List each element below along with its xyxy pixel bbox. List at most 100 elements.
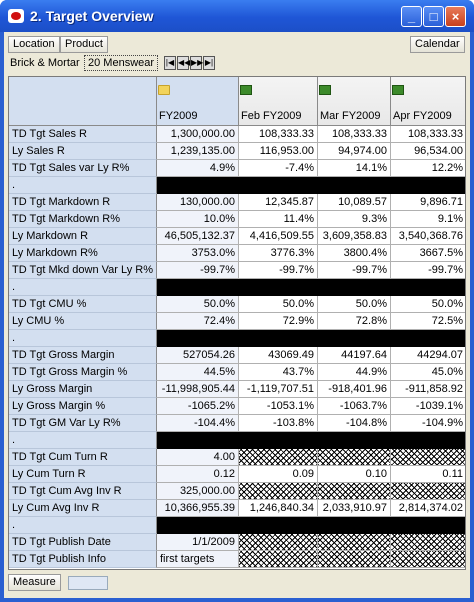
table-cell[interactable]: 0.11 (391, 466, 465, 483)
column-header[interactable]: Apr FY2009 (391, 77, 465, 126)
table-cell[interactable]: -1065.2% (157, 398, 239, 415)
table-cell[interactable]: 50.0% (318, 296, 391, 313)
table-cell[interactable]: 527054.26 (157, 347, 239, 364)
table-cell[interactable]: 14.1% (318, 160, 391, 177)
table-cell[interactable]: 3,540,368.76 (391, 228, 465, 245)
table-cell[interactable]: -104.9% (391, 415, 465, 432)
product-dropdown[interactable]: 20 Menswear (84, 55, 159, 71)
table-cell[interactable]: 116,953.00 (239, 143, 318, 160)
table-cell[interactable]: 50.0% (239, 296, 318, 313)
row-label[interactable]: Ly Sales R (9, 143, 157, 160)
table-cell[interactable]: 72.5% (391, 313, 465, 330)
table-cell[interactable]: 3667.5% (391, 245, 465, 262)
row-label[interactable]: . (9, 279, 157, 296)
table-cell[interactable] (318, 483, 391, 500)
table-cell[interactable]: 10.0% (157, 211, 239, 228)
table-cell[interactable]: 3,609,358.83 (318, 228, 391, 245)
table-cell[interactable]: -99.7% (157, 262, 239, 279)
table-cell[interactable]: 10,366,955.39 (157, 500, 239, 517)
row-label[interactable]: Ly Cum Turn R (9, 466, 157, 483)
row-label[interactable]: Ly Gross Margin (9, 381, 157, 398)
table-cell[interactable]: 108,333.33 (391, 126, 465, 143)
table-cell[interactable]: -1063.7% (318, 398, 391, 415)
table-cell[interactable]: 9.1% (391, 211, 465, 228)
table-cell[interactable] (391, 483, 465, 500)
table-cell[interactable]: 3800.4% (318, 245, 391, 262)
table-cell[interactable]: 4,416,509.55 (239, 228, 318, 245)
row-label[interactable]: . (9, 432, 157, 449)
horizontal-scrollbar[interactable] (68, 576, 108, 590)
table-cell[interactable]: 43.7% (239, 364, 318, 381)
table-cell[interactable]: 46,505,132.37 (157, 228, 239, 245)
minimize-button[interactable]: _ (401, 6, 422, 27)
row-label[interactable]: TD Tgt Mkd down Var Ly R% (9, 262, 157, 279)
table-cell[interactable]: -1,119,707.51 (239, 381, 318, 398)
table-cell[interactable]: 0.12 (157, 466, 239, 483)
table-cell[interactable]: -1039.1% (391, 398, 465, 415)
table-cell[interactable]: 108,333.33 (239, 126, 318, 143)
table-cell[interactable]: 72.4% (157, 313, 239, 330)
table-cell[interactable]: -1053.1% (239, 398, 318, 415)
row-label[interactable]: TD Tgt Gross Margin (9, 347, 157, 364)
row-label[interactable]: . (9, 517, 157, 534)
table-cell[interactable]: 4.00 (157, 449, 239, 466)
table-cell[interactable]: 44294.07 (391, 347, 465, 364)
table-cell[interactable]: 72.8% (318, 313, 391, 330)
table-cell[interactable]: -99.7% (239, 262, 318, 279)
column-header[interactable]: Mar FY2009 (318, 77, 391, 126)
table-cell[interactable]: 325,000.00 (157, 483, 239, 500)
table-cell[interactable]: 9,896.71 (391, 194, 465, 211)
table-cell[interactable]: 72.9% (239, 313, 318, 330)
table-cell[interactable] (391, 534, 465, 551)
row-label[interactable]: TD Tgt Sales R (9, 126, 157, 143)
table-cell[interactable]: -99.7% (318, 262, 391, 279)
maximize-button[interactable]: □ (423, 6, 444, 27)
product-button[interactable]: Product (60, 36, 108, 53)
table-cell[interactable]: -104.4% (157, 415, 239, 432)
table-cell[interactable]: first targets (157, 551, 239, 568)
table-cell[interactable]: 2,814,374.02 (391, 500, 465, 517)
row-label[interactable]: Ly CMU % (9, 313, 157, 330)
row-label[interactable]: TD Tgt CMU % (9, 296, 157, 313)
table-cell[interactable]: 130,000.00 (157, 194, 239, 211)
table-cell[interactable]: 3776.3% (239, 245, 318, 262)
table-cell[interactable]: 108,333.33 (318, 126, 391, 143)
first-icon[interactable]: |◀ (164, 56, 176, 70)
table-cell[interactable]: 94,974.00 (318, 143, 391, 160)
table-cell[interactable] (318, 551, 391, 568)
table-cell[interactable]: 12.2% (391, 160, 465, 177)
table-cell[interactable] (391, 551, 465, 568)
table-cell[interactable] (391, 449, 465, 466)
row-label[interactable]: . (9, 177, 157, 194)
table-cell[interactable] (239, 483, 318, 500)
table-cell[interactable] (318, 534, 391, 551)
row-label[interactable]: TD Tgt Gross Margin % (9, 364, 157, 381)
row-label[interactable]: Ly Gross Margin % (9, 398, 157, 415)
row-label[interactable]: TD Tgt Cum Avg Inv R (9, 483, 157, 500)
table-cell[interactable]: 12,345.87 (239, 194, 318, 211)
table-cell[interactable]: -11,998,905.44 (157, 381, 239, 398)
table-cell[interactable] (318, 449, 391, 466)
row-label[interactable]: TD Tgt GM Var Ly R% (9, 415, 157, 432)
table-cell[interactable]: 0.09 (239, 466, 318, 483)
table-cell[interactable]: -99.7% (391, 262, 465, 279)
table-cell[interactable]: -918,401.96 (318, 381, 391, 398)
row-label[interactable]: Ly Markdown R% (9, 245, 157, 262)
row-label[interactable]: TD Tgt Cum Turn R (9, 449, 157, 466)
row-label[interactable]: TD Tgt Publish Info (9, 551, 157, 568)
row-label[interactable]: Ly Cum Avg Inv R (9, 500, 157, 517)
table-cell[interactable]: 96,534.00 (391, 143, 465, 160)
column-header[interactable]: Feb FY2009 (239, 77, 318, 126)
row-label[interactable]: TD Tgt Sales var Ly R% (9, 160, 157, 177)
next-icon[interactable]: ▶▶ (190, 56, 203, 70)
table-cell[interactable]: -911,858.92 (391, 381, 465, 398)
table-cell[interactable]: 45.0% (391, 364, 465, 381)
table-cell[interactable]: 44.5% (157, 364, 239, 381)
table-cell[interactable]: 1,300,000.00 (157, 126, 239, 143)
table-cell[interactable]: 9.3% (318, 211, 391, 228)
table-cell[interactable]: -7.4% (239, 160, 318, 177)
table-cell[interactable] (239, 551, 318, 568)
last-icon[interactable]: ▶| (203, 56, 215, 70)
table-cell[interactable]: -103.8% (239, 415, 318, 432)
row-label[interactable]: TD Tgt Markdown R% (9, 211, 157, 228)
